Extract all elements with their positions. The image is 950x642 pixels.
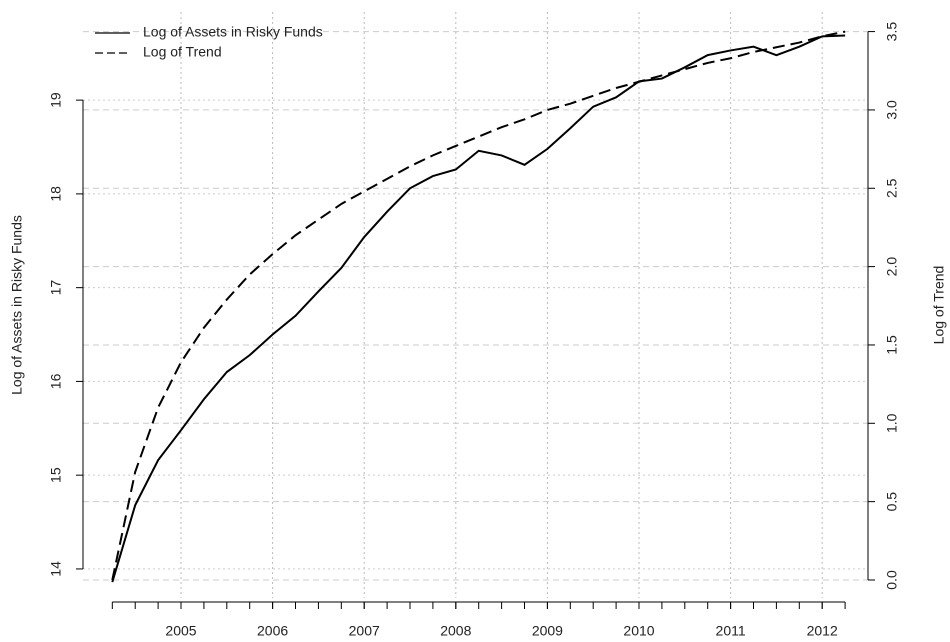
y-tick-label: 14 — [48, 561, 64, 577]
x-tick-label: 2009 — [532, 623, 563, 639]
y2-tick-label: 2.0 — [884, 257, 900, 277]
series-line — [111, 34, 846, 583]
y-tick-label: 18 — [48, 186, 64, 202]
y-tick-label: 15 — [48, 467, 64, 483]
y-tick-label: 16 — [48, 373, 64, 389]
series-line — [111, 30, 846, 581]
y2-tick-label: 3.0 — [884, 100, 900, 120]
y2-tick-label: 1.0 — [884, 413, 900, 433]
legend-label: Log of Trend — [143, 44, 222, 60]
x-tick-label: 2012 — [807, 623, 838, 639]
legend-label: Log of Assets in Risky Funds — [143, 24, 323, 40]
y2-tick-label: 2.5 — [884, 178, 900, 198]
x-tick-label: 2005 — [165, 623, 196, 639]
x-tick-label: 2006 — [257, 623, 288, 639]
y2-tick-label: 0.5 — [884, 492, 900, 512]
y-tick-label: 17 — [48, 280, 64, 296]
x-tick-label: 2010 — [623, 623, 654, 639]
y2-tick-label: 0.0 — [884, 570, 900, 590]
y-tick-label: 19 — [48, 92, 64, 108]
x-tick-label: 2008 — [440, 623, 471, 639]
x-tick-label: 2007 — [349, 623, 380, 639]
x-tick-label: 2011 — [716, 623, 746, 639]
y-axis-title: Log of Assets in Risky Funds — [9, 215, 25, 395]
y2-axis-title: Log of Trend — [931, 266, 947, 345]
y2-tick-label: 1.5 — [884, 335, 900, 355]
y2-tick-label: 3.5 — [884, 22, 900, 42]
